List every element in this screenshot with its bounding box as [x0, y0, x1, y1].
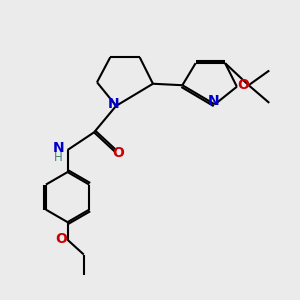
Text: N: N	[208, 94, 219, 108]
Text: N: N	[108, 98, 120, 111]
Text: N: N	[53, 141, 64, 154]
Text: O: O	[112, 146, 124, 160]
Text: H: H	[54, 151, 63, 164]
Text: O: O	[56, 232, 68, 246]
Text: O: O	[237, 78, 249, 92]
